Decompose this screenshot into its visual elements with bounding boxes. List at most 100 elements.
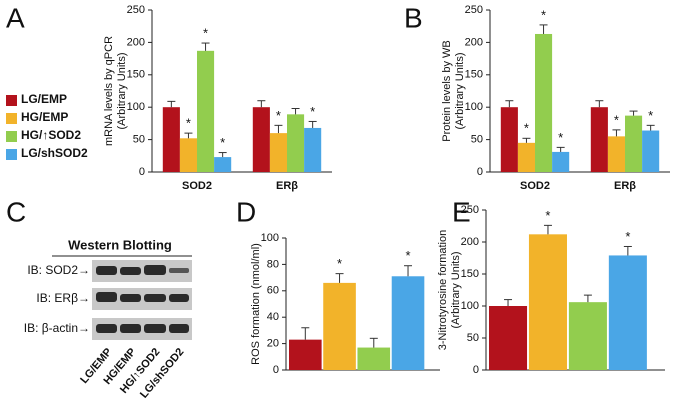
- significance-mark: *: [337, 256, 342, 271]
- blot-band: [96, 292, 117, 302]
- blot-strip: [92, 260, 192, 282]
- bar: [489, 306, 528, 370]
- y-tick-label: 150: [465, 69, 483, 81]
- significance-mark: *: [648, 108, 653, 123]
- significance-mark: *: [541, 7, 546, 22]
- bar: [162, 107, 180, 172]
- bar: [607, 136, 625, 172]
- y-axis-label: 3-Nitrotyrosine formation: [437, 230, 449, 350]
- bar: [252, 107, 270, 172]
- y-tick-label: 0: [477, 166, 483, 178]
- significance-mark: *: [545, 208, 550, 223]
- blot-row-label: IB: SOD2→: [27, 263, 90, 277]
- y-tick-label: 150: [461, 268, 479, 280]
- significance-mark: *: [524, 121, 529, 136]
- y-tick-label: 150: [127, 69, 145, 81]
- bar: [197, 50, 215, 172]
- significance-mark: *: [614, 112, 619, 127]
- legend-swatch: [6, 131, 17, 142]
- bar: [179, 138, 197, 172]
- x-tick-label: SOD2: [182, 180, 212, 192]
- y-tick-label: 80: [267, 258, 279, 270]
- blot-band: [144, 265, 166, 275]
- significance-mark: *: [625, 229, 630, 244]
- bar: [608, 255, 647, 370]
- y-tick-label: 20: [267, 338, 279, 350]
- bar: [391, 276, 425, 370]
- x-tick-label: ERβ: [276, 180, 298, 192]
- y-tick-label: 200: [461, 236, 479, 248]
- bar: [528, 234, 567, 370]
- blot-row-label: IB: β-actin→: [24, 321, 90, 335]
- significance-mark: *: [203, 25, 208, 40]
- legend-label: LG/shSOD2: [21, 146, 88, 160]
- western-blot: C Western Blotting IB: SOD2→ IB: ERβ→ IB…: [6, 196, 192, 401]
- y-tick-label: 250: [127, 4, 145, 16]
- bar: [357, 347, 391, 370]
- bar: [552, 151, 570, 172]
- y-tick-label: 0: [139, 166, 145, 178]
- blot-band: [144, 324, 166, 333]
- y-axis-label: mRNA levels by qPCR: [103, 36, 115, 146]
- bar: [269, 133, 287, 172]
- panel-label: B: [404, 2, 423, 33]
- y-tick-label: 0: [273, 364, 279, 376]
- legend-swatch: [6, 95, 17, 106]
- y-tick-label: 50: [467, 332, 479, 344]
- legend-swatch: [6, 113, 17, 124]
- y-tick-label: 250: [465, 4, 483, 16]
- y-tick-label: 200: [127, 36, 145, 48]
- bar: [214, 157, 232, 172]
- bar: [625, 115, 643, 172]
- y-tick-label: 100: [461, 300, 479, 312]
- panel-label: C: [6, 196, 26, 227]
- blot-band: [169, 294, 189, 302]
- significance-mark: *: [186, 116, 191, 131]
- x-tick-label: ERβ: [614, 180, 636, 192]
- panel-label: D: [236, 196, 256, 227]
- x-tick-label: SOD2: [520, 180, 550, 192]
- blot-band: [96, 266, 117, 275]
- y-tick-label: 100: [465, 101, 483, 113]
- bar: [287, 114, 305, 172]
- blot-band: [120, 324, 141, 333]
- significance-mark: *: [558, 130, 563, 145]
- y-axis-label: (Arbitrary Units): [116, 52, 128, 129]
- bar: [517, 142, 535, 172]
- blot-strip: [92, 288, 192, 310]
- blot-band: [169, 268, 189, 273]
- bar: [568, 302, 607, 370]
- bar: [304, 127, 322, 172]
- y-tick-label: 250: [461, 204, 479, 216]
- y-axis-label: (Arbitrary Units): [454, 52, 466, 129]
- legend-label: LG/EMP: [21, 92, 67, 106]
- blot-band: [169, 324, 189, 333]
- blot-title: Western Blotting: [68, 237, 172, 252]
- blot-band: [144, 294, 166, 302]
- blot-band: [120, 267, 141, 275]
- significance-mark: *: [220, 135, 225, 150]
- significance-mark: *: [310, 104, 315, 119]
- significance-mark: *: [405, 248, 410, 263]
- blot-row-label: IB: ERβ→: [36, 291, 90, 305]
- blot-band: [96, 324, 117, 333]
- bar: [323, 282, 356, 370]
- bar: [590, 107, 608, 172]
- legend-label: HG/↑SOD2: [21, 128, 81, 142]
- y-tick-label: 200: [465, 36, 483, 48]
- y-tick-label: 50: [471, 134, 483, 146]
- panel-label: E: [452, 196, 471, 227]
- blot-band: [120, 294, 141, 302]
- bar: [289, 339, 322, 370]
- y-axis-label: (Arbitrary Units): [450, 251, 462, 328]
- y-axis-label: ROS formation (nmol/ml): [250, 243, 262, 365]
- bar: [535, 33, 553, 173]
- bar: [500, 107, 518, 172]
- significance-mark: *: [276, 108, 281, 123]
- y-tick-label: 50: [133, 134, 145, 146]
- legend-swatch: [6, 149, 17, 160]
- legend-label: HG/EMP: [21, 110, 68, 124]
- y-tick-label: 100: [127, 101, 145, 113]
- y-tick-label: 60: [267, 285, 279, 297]
